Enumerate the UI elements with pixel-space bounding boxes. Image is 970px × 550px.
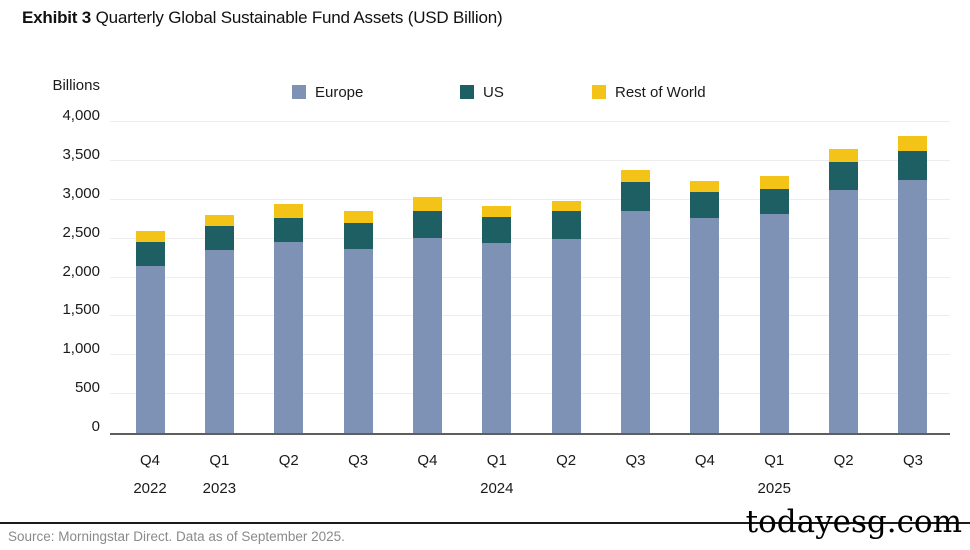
gridline-2000	[110, 276, 950, 278]
bar-segment-rest-of-world	[690, 181, 720, 192]
x-tick-quarter: Q3	[348, 452, 369, 469]
bar-group-q2-2023	[274, 122, 304, 433]
bar-segment-rest-of-world	[274, 204, 304, 218]
bar-segment-rest-of-world	[135, 230, 165, 242]
bar-segment-europe	[898, 179, 928, 433]
bar-segment-rest-of-world	[551, 200, 581, 212]
bar-segment-us	[621, 181, 651, 211]
bar-segment-us	[412, 210, 442, 238]
bar-group-q2-2025	[829, 122, 859, 433]
legend-item-europe: Europe	[292, 83, 364, 101]
gridline-3500	[110, 159, 950, 161]
bar-group-q3-2025	[898, 122, 928, 433]
bar-segment-europe	[551, 239, 581, 433]
bar-segment-rest-of-world	[204, 214, 234, 227]
title-text: Quarterly Global Sustainable Fund Assets…	[95, 8, 503, 27]
bar-segment-us	[482, 216, 512, 243]
bar-segment-europe	[482, 242, 512, 433]
x-tick-quarter: Q2	[278, 452, 299, 469]
gridline-500	[110, 393, 950, 395]
bar-segment-europe	[690, 218, 720, 433]
bar-group-q4-2022	[135, 122, 165, 433]
bar-segment-europe	[204, 250, 234, 433]
bar-segment-us	[204, 226, 234, 251]
x-tick-quarter: Q4	[417, 452, 438, 469]
bar-segment-us	[343, 223, 373, 249]
exhibit-label: Exhibit 3	[22, 8, 92, 27]
bar-segment-rest-of-world	[829, 149, 859, 163]
bar-segment-europe	[829, 190, 859, 433]
y-tick-label: 3,000	[62, 184, 100, 202]
europe-swatch-icon	[292, 85, 306, 99]
bar-group-q4-2024	[690, 122, 720, 433]
bar-group-q1-2025	[759, 122, 789, 433]
bar-segment-rest-of-world	[898, 136, 928, 151]
rest-of-world-swatch-icon	[592, 85, 606, 99]
y-tick-label: 1,000	[62, 340, 100, 358]
bar-group-q3-2024	[621, 122, 651, 433]
y-tick-label: 500	[74, 379, 100, 397]
x-tick-quarter: Q1	[486, 452, 507, 469]
bar-group-q3-2023	[343, 122, 373, 433]
x-tick-year: 2024	[480, 480, 514, 497]
gridline-1000	[110, 354, 950, 356]
y-tick-label: 2,500	[62, 223, 100, 241]
legend-label-rest-of-world: Rest of World	[615, 83, 706, 101]
y-axis-unit-label: Billions	[52, 77, 100, 94]
bar-segment-europe	[621, 210, 651, 433]
x-tick-quarter: Q3	[902, 452, 923, 469]
footer-divider	[0, 522, 970, 524]
y-tick-label: 1,500	[62, 301, 100, 319]
bar-group-q1-2023	[204, 122, 234, 433]
bar-segment-europe	[135, 265, 165, 433]
plot-area	[110, 121, 950, 435]
y-tick-label: 3,500	[62, 145, 100, 163]
legend-item-rest-of-world: Rest of World	[592, 83, 706, 101]
gridline-1500	[110, 315, 950, 317]
bar-segment-us	[551, 211, 581, 240]
bar-segment-rest-of-world	[343, 211, 373, 224]
x-tick-quarter: Q2	[833, 452, 854, 469]
x-tick-year: 2023	[202, 480, 237, 497]
bar-segment-rest-of-world	[412, 197, 442, 211]
x-tick-quarter: Q3	[625, 452, 646, 469]
x-tick-year: 2025	[757, 480, 791, 497]
legend-label-us: US	[483, 83, 504, 101]
x-tick-quarter: Q1	[764, 452, 785, 469]
x-tick-year: 2022	[133, 480, 167, 497]
x-tick-quarter: Q2	[556, 452, 577, 469]
bar-segment-us	[690, 192, 720, 219]
us-swatch-icon	[460, 85, 474, 99]
bar-group-q2-2024	[551, 122, 581, 433]
bar-group-q4-2023	[412, 122, 442, 433]
gridline-3000	[110, 198, 950, 200]
x-tick-quarter: Q1	[209, 452, 230, 469]
bar-segment-us	[274, 217, 304, 242]
bar-segment-us	[759, 188, 789, 214]
y-tick-label: 2,000	[62, 262, 100, 280]
bar-segment-us	[898, 150, 928, 180]
bar-segment-rest-of-world	[482, 205, 512, 217]
x-tick-quarter: Q4	[139, 452, 160, 469]
gridline-2500	[110, 237, 950, 239]
legend-label-europe: Europe	[315, 83, 364, 101]
bar-segment-europe	[274, 241, 304, 433]
bar-segment-us	[135, 241, 165, 266]
bar-segment-europe	[412, 237, 442, 433]
y-tick-label: 0	[91, 418, 100, 435]
source-note: Source: Morningstar Direct. Data as of S…	[8, 529, 345, 544]
bar-group-q1-2024	[482, 122, 512, 433]
y-tick-label: 4,000	[62, 107, 100, 124]
legend-item-us: US	[460, 83, 504, 101]
bar-segment-rest-of-world	[621, 170, 651, 182]
bar-segment-europe	[343, 248, 373, 433]
bar-segment-us	[829, 162, 859, 191]
bar-segment-europe	[759, 213, 789, 433]
gridline-4000	[110, 121, 950, 122]
page-title: Exhibit 3 Quarterly Global Sustainable F…	[22, 8, 503, 28]
bar-segment-rest-of-world	[759, 175, 789, 189]
x-tick-quarter: Q4	[694, 452, 715, 469]
watermark: todayesg.com	[745, 504, 962, 540]
